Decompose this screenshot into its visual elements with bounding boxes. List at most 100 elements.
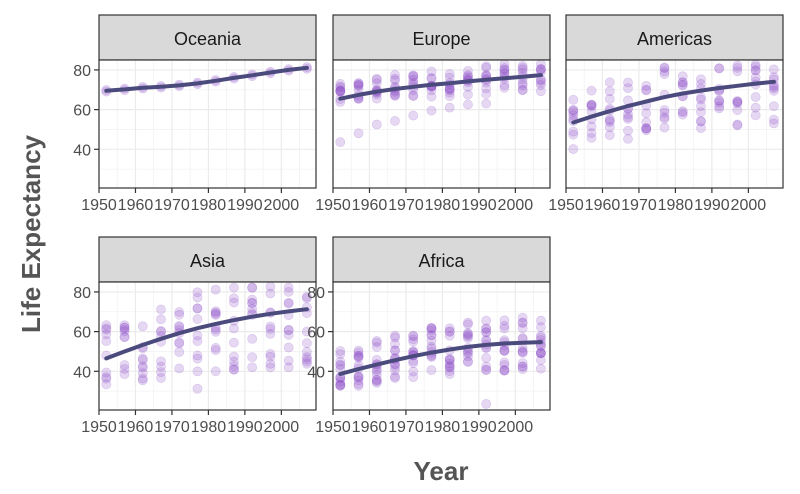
data-point bbox=[283, 287, 294, 297]
data-point bbox=[677, 80, 688, 91]
data-point bbox=[229, 323, 239, 334]
facet-strip-label: Europe bbox=[412, 29, 470, 49]
facet-europe: Europe 1950 1960 1970 1980 1990 2000 bbox=[315, 14, 551, 214]
data-point bbox=[623, 114, 633, 124]
data-point bbox=[732, 105, 743, 116]
data-point bbox=[696, 74, 706, 85]
data-point bbox=[408, 331, 419, 342]
data-point bbox=[371, 375, 382, 385]
data-point bbox=[535, 355, 546, 365]
data-point bbox=[265, 358, 276, 369]
facet-asia: Asia 1950 1960 1970 1980 1990 2000 40 60 80 bbox=[73, 236, 317, 436]
data-point bbox=[768, 85, 779, 96]
x-tick-label: 1960 bbox=[118, 197, 154, 214]
data-point bbox=[353, 347, 364, 358]
data-point bbox=[481, 364, 492, 375]
data-point bbox=[444, 323, 455, 334]
data-point bbox=[604, 77, 615, 88]
data-point bbox=[444, 87, 455, 98]
data-point bbox=[156, 304, 166, 315]
data-point bbox=[335, 82, 346, 93]
x-tick-label: 1950 bbox=[315, 197, 351, 214]
data-point bbox=[481, 98, 492, 109]
data-point bbox=[499, 315, 510, 326]
data-point bbox=[517, 317, 528, 328]
data-point bbox=[408, 74, 419, 85]
data-point bbox=[265, 324, 276, 334]
data-point bbox=[210, 306, 221, 317]
data-point bbox=[481, 353, 492, 363]
data-point bbox=[229, 356, 239, 367]
data-point bbox=[499, 365, 510, 376]
data-point bbox=[353, 79, 364, 90]
data-point bbox=[426, 323, 437, 334]
data-point bbox=[714, 103, 725, 114]
data-point bbox=[444, 326, 455, 337]
data-point bbox=[301, 354, 312, 365]
data-point bbox=[353, 345, 364, 356]
data-point bbox=[535, 348, 546, 358]
data-point bbox=[247, 294, 258, 305]
data-point bbox=[732, 98, 743, 109]
data-point bbox=[390, 373, 400, 383]
data-point bbox=[137, 361, 148, 372]
data-point bbox=[137, 373, 148, 384]
data-point bbox=[535, 322, 546, 332]
data-point bbox=[750, 92, 761, 102]
data-point bbox=[283, 330, 294, 340]
data-point bbox=[517, 347, 528, 358]
data-point bbox=[371, 370, 382, 380]
data-point bbox=[499, 82, 510, 93]
data-point bbox=[659, 105, 670, 115]
data-point bbox=[604, 115, 615, 126]
data-point bbox=[481, 61, 492, 72]
data-point bbox=[210, 345, 221, 356]
data-point bbox=[335, 376, 346, 387]
data-point bbox=[696, 116, 706, 127]
data-point bbox=[283, 297, 294, 308]
data-point bbox=[499, 365, 510, 375]
panel-border bbox=[98, 281, 317, 411]
data-point bbox=[535, 80, 546, 90]
data-point bbox=[499, 357, 510, 368]
data-point bbox=[499, 346, 510, 356]
data-point bbox=[137, 355, 148, 365]
data-point bbox=[586, 99, 597, 110]
data-point bbox=[192, 303, 203, 314]
data-point bbox=[444, 358, 455, 369]
data-point bbox=[677, 77, 688, 88]
data-point bbox=[353, 350, 364, 361]
data-point bbox=[641, 123, 652, 134]
data-point bbox=[408, 90, 419, 101]
data-point bbox=[463, 89, 473, 100]
data-point bbox=[247, 362, 258, 373]
data-point bbox=[696, 92, 706, 103]
data-point bbox=[390, 116, 400, 126]
data-point bbox=[517, 312, 528, 323]
data-point bbox=[192, 287, 203, 298]
data-point bbox=[586, 133, 597, 143]
data-point bbox=[301, 338, 312, 349]
data-point bbox=[426, 91, 437, 102]
data-point bbox=[371, 74, 382, 85]
data-point bbox=[604, 117, 615, 127]
data-point bbox=[408, 330, 419, 341]
x-tick-label: 1990 bbox=[694, 197, 730, 214]
data-point bbox=[247, 333, 258, 344]
data-point bbox=[408, 336, 419, 347]
data-point bbox=[444, 330, 455, 341]
data-point bbox=[604, 94, 615, 104]
data-point bbox=[137, 321, 148, 332]
data-point bbox=[623, 77, 633, 88]
data-point bbox=[586, 101, 597, 112]
data-point bbox=[101, 373, 112, 384]
data-point bbox=[586, 100, 597, 111]
data-point bbox=[371, 73, 382, 84]
x-tick-label: 1950 bbox=[315, 419, 351, 436]
data-point bbox=[335, 81, 346, 92]
x-tick-label: 2000 bbox=[264, 197, 300, 214]
data-point bbox=[229, 282, 239, 293]
data-point bbox=[499, 65, 510, 75]
data-point bbox=[426, 330, 437, 341]
